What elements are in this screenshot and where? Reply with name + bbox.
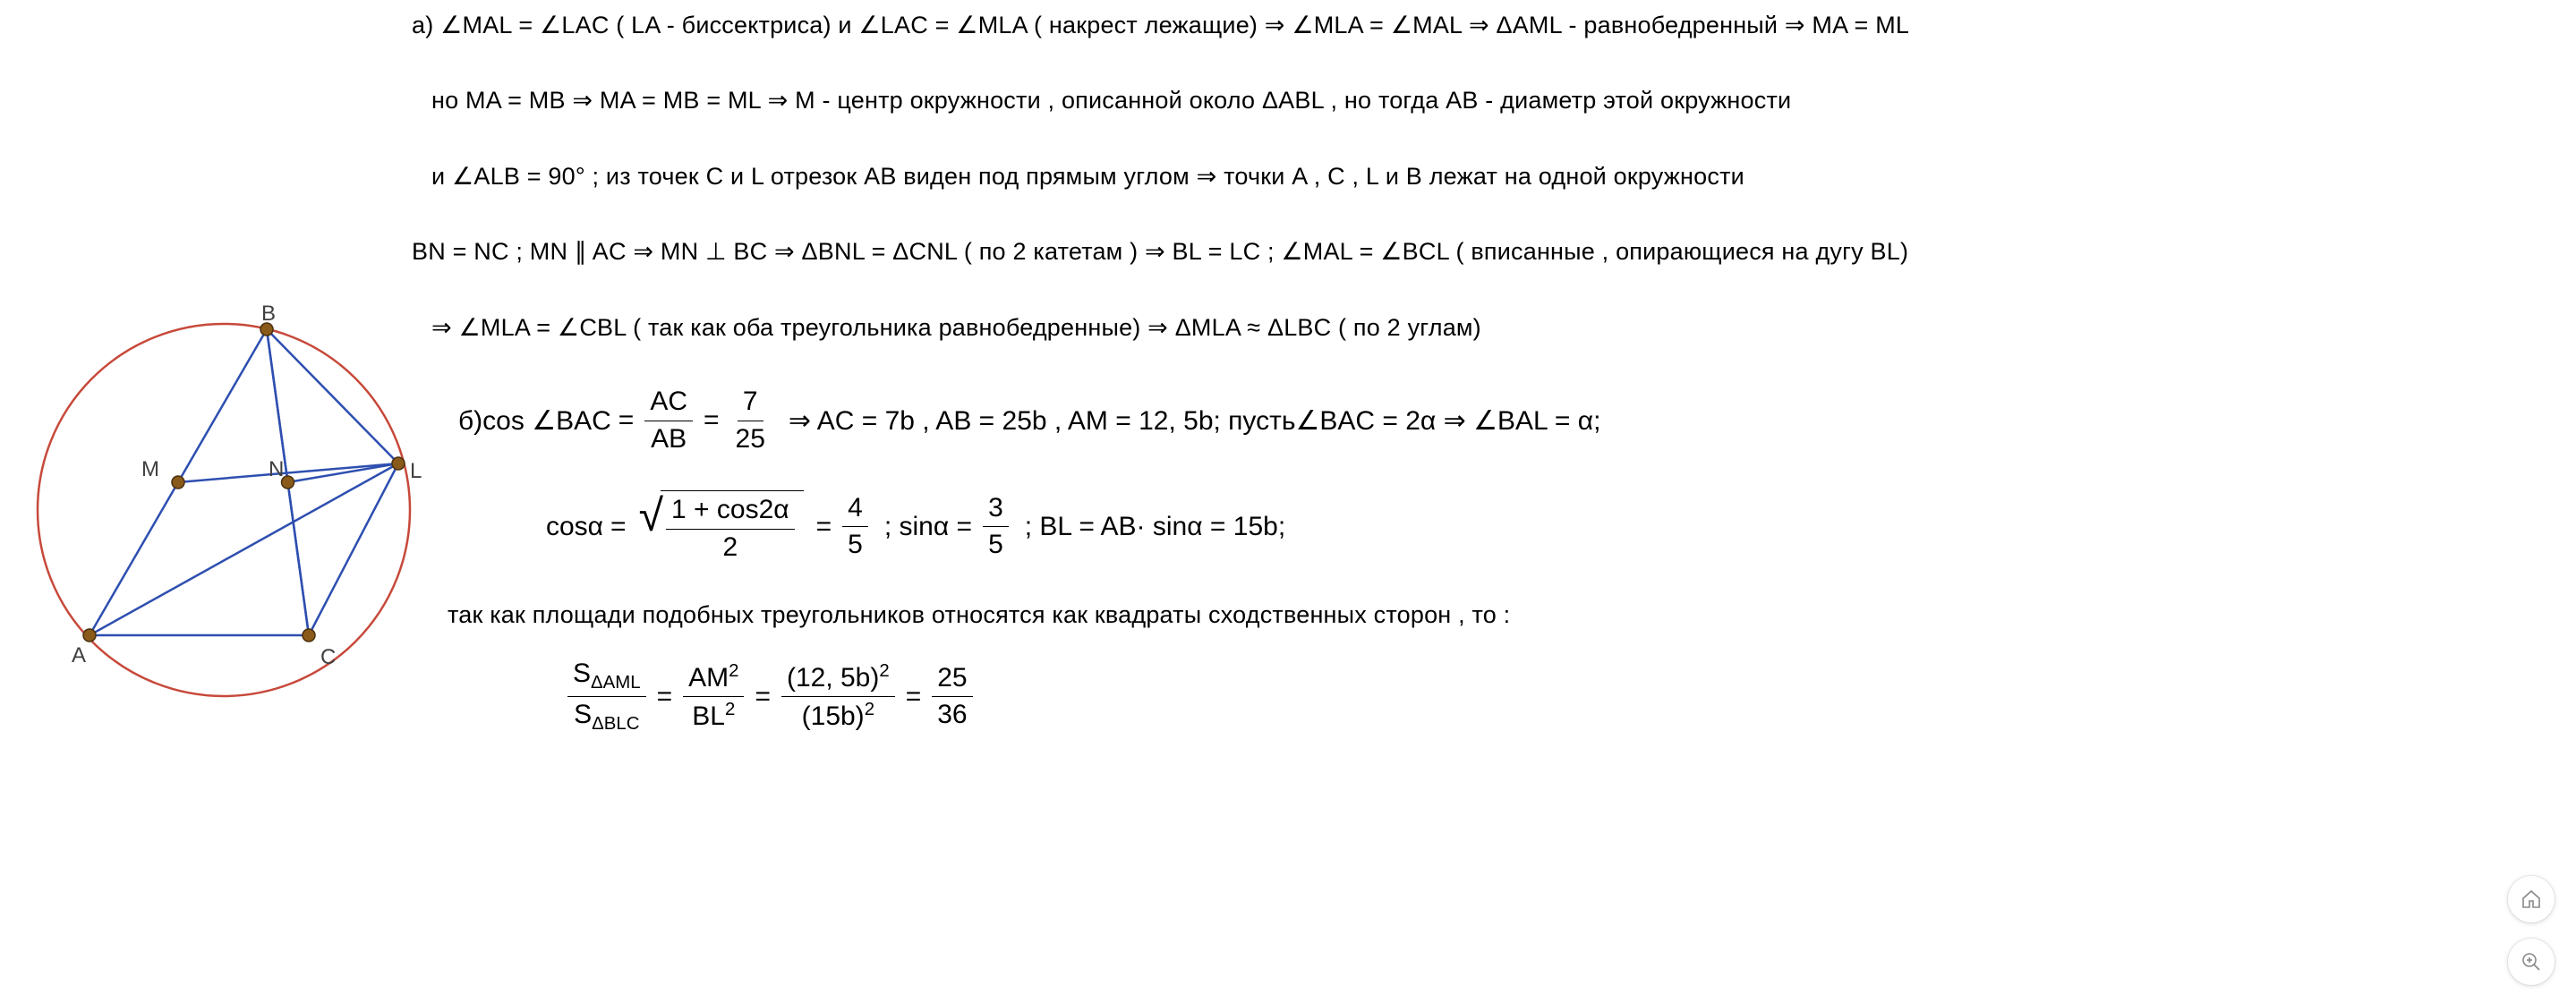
corner-controls <box>2508 876 2555 985</box>
equals-sign: = <box>816 512 832 542</box>
proof-text: а) ∠MAL = ∠LAC ( LA - биссектриса) и ∠LA… <box>412 9 2540 771</box>
sqrt-half-angle: √ 1 + cos2α 2 <box>639 490 804 563</box>
proof-line-3: и ∠ALB = 90° ; из точек C и L отрезок AB… <box>412 160 2540 192</box>
diagram-svg: ABCLMN <box>36 72 430 716</box>
equation-cos-bac: б)cos ∠BAC = AC AB = 7 25 ⇒ AC = 7b , AB… <box>412 387 2540 455</box>
equals-sign: = <box>906 682 922 712</box>
frac-ac-ab: AC AB <box>644 387 693 455</box>
frac-4-5: 4 5 <box>842 493 868 561</box>
home-icon <box>2521 888 2542 910</box>
frac-3-5: 3 5 <box>983 493 1009 561</box>
cos-bac-rhs: ⇒ AC = 7b , AB = 25b , AM = 12, 5b; пуст… <box>789 405 1601 437</box>
equals-sign: = <box>657 682 673 712</box>
frac-12p5b-15b: (12, 5b)2 (15b)2 <box>781 661 895 733</box>
equals-sign: = <box>755 682 771 712</box>
svg-text:C: C <box>320 645 336 669</box>
proof-line-5: ⇒ ∠MLA = ∠CBL ( так как оба треугольника… <box>412 311 2540 344</box>
frac-s-aml-s-blc: SΔAML SΔBLC <box>567 659 646 735</box>
svg-text:A: A <box>72 643 86 667</box>
geometry-diagram: ABCLMN <box>36 72 430 720</box>
proof-line-4: BN = NC ; MN ∥ AC ⇒ MN ⊥ BC ⇒ ΔBNL = ΔCN… <box>412 235 2540 268</box>
frac-7-25: 7 25 <box>730 387 771 455</box>
proof-line-2: но MA = MB ⇒ MA = MB = ML ⇒ M - центр ок… <box>412 84 2540 116</box>
home-button[interactable] <box>2508 876 2555 922</box>
equals-sign: = <box>610 512 627 542</box>
svg-text:N: N <box>269 457 284 481</box>
frac-25-36: 25 36 <box>932 663 972 731</box>
similarity-area-text: так как площади подобных треугольников о… <box>412 599 2540 631</box>
equation-area-ratio: SΔAML SΔBLC = AM2 BL2 = (12, 5b)2 (15b)2… <box>412 659 2540 735</box>
frac-am2-bl2: AM2 BL2 <box>683 661 744 733</box>
equals-sign: = <box>704 405 720 436</box>
equation-cos-alpha: cosα = √ 1 + cos2α 2 = 4 5 ; sinα = 3 5 … <box>412 490 2540 563</box>
bl-result: ; BL = AB· sinα = 15b; <box>1025 512 1285 542</box>
equals-sign: = <box>618 405 635 436</box>
svg-text:B: B <box>261 302 276 326</box>
svg-text:M: M <box>141 457 159 481</box>
zoom-in-icon <box>2521 951 2542 973</box>
sin-alpha-lhs: ; sinα = <box>884 512 972 542</box>
cos-alpha-lhs: cosα <box>546 512 603 542</box>
proof-line-1: а) ∠MAL = ∠LAC ( LA - биссектриса) и ∠LA… <box>412 9 2540 41</box>
cos-bac-lhs: б)cos ∠BAC <box>458 405 611 437</box>
zoom-in-button[interactable] <box>2508 939 2555 985</box>
